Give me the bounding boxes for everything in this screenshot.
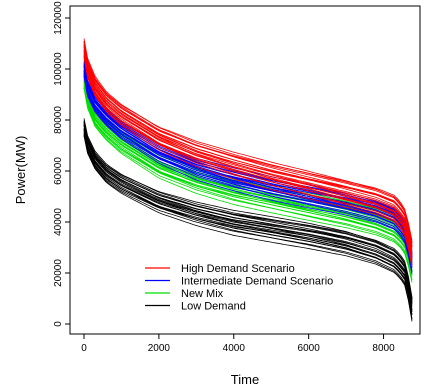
series-line — [83, 77, 413, 263]
y-tick-label: 40000 — [53, 208, 64, 236]
x-tick-label: 6000 — [298, 343, 321, 354]
x-tick-label: 4000 — [223, 343, 246, 354]
series-line — [83, 42, 413, 243]
series-line — [83, 49, 413, 248]
y-axis-title: Power(MW) — [13, 136, 28, 205]
series-line — [83, 67, 413, 258]
series-line — [83, 51, 413, 257]
series-line — [83, 135, 413, 322]
series-line — [83, 135, 413, 319]
series-line — [83, 87, 413, 280]
series-line — [83, 38, 413, 243]
series-line — [83, 77, 413, 272]
series-line — [83, 70, 413, 264]
series-line — [83, 88, 413, 283]
series-line — [83, 57, 413, 268]
x-axis-title: Time — [231, 372, 259, 387]
y-tick-label: 120000 — [53, 1, 64, 35]
series-3 — [83, 118, 413, 322]
y-tick-label: 0 — [53, 321, 64, 327]
series-line — [83, 56, 413, 255]
series-line — [83, 84, 413, 281]
legend-label: Low Demand — [181, 301, 246, 313]
series-0 — [83, 38, 413, 268]
legend-label: New Mix — [181, 288, 224, 300]
plot-frame — [69, 5, 421, 335]
series-line — [83, 126, 413, 304]
series-line — [83, 124, 413, 301]
legend-label: High Demand Scenario — [181, 263, 295, 275]
series-line — [83, 46, 413, 248]
series-line — [83, 41, 413, 241]
series-line — [83, 86, 413, 270]
x-axis: 0 2000 4000 6000 8000 — [81, 334, 395, 354]
series-line — [83, 62, 413, 257]
legend-label: Intermediate Demand Scenario — [181, 276, 333, 288]
y-tick-label: 20000 — [53, 259, 64, 287]
series-line — [83, 76, 413, 274]
series-line — [83, 75, 413, 263]
series-line — [83, 82, 413, 272]
x-tick-label: 2000 — [148, 343, 171, 354]
y-tick-label: 60000 — [53, 157, 64, 185]
series-line — [83, 44, 413, 244]
x-tick-label: 8000 — [372, 343, 395, 354]
series-layer — [83, 38, 413, 322]
series-line — [83, 40, 413, 246]
series-line — [83, 69, 413, 254]
y-tick-label: 80000 — [53, 106, 64, 134]
series-line — [83, 121, 413, 298]
x-tick-label: 0 — [81, 343, 87, 354]
y-axis: 0 20000 40000 60000 80000 100000 120000 — [53, 1, 70, 327]
series-line — [83, 118, 413, 300]
series-line — [83, 130, 413, 312]
series-line — [83, 57, 413, 265]
series-line — [83, 128, 413, 304]
y-tick-label: 100000 — [53, 52, 64, 86]
series-line — [83, 127, 413, 299]
series-line — [83, 120, 413, 303]
